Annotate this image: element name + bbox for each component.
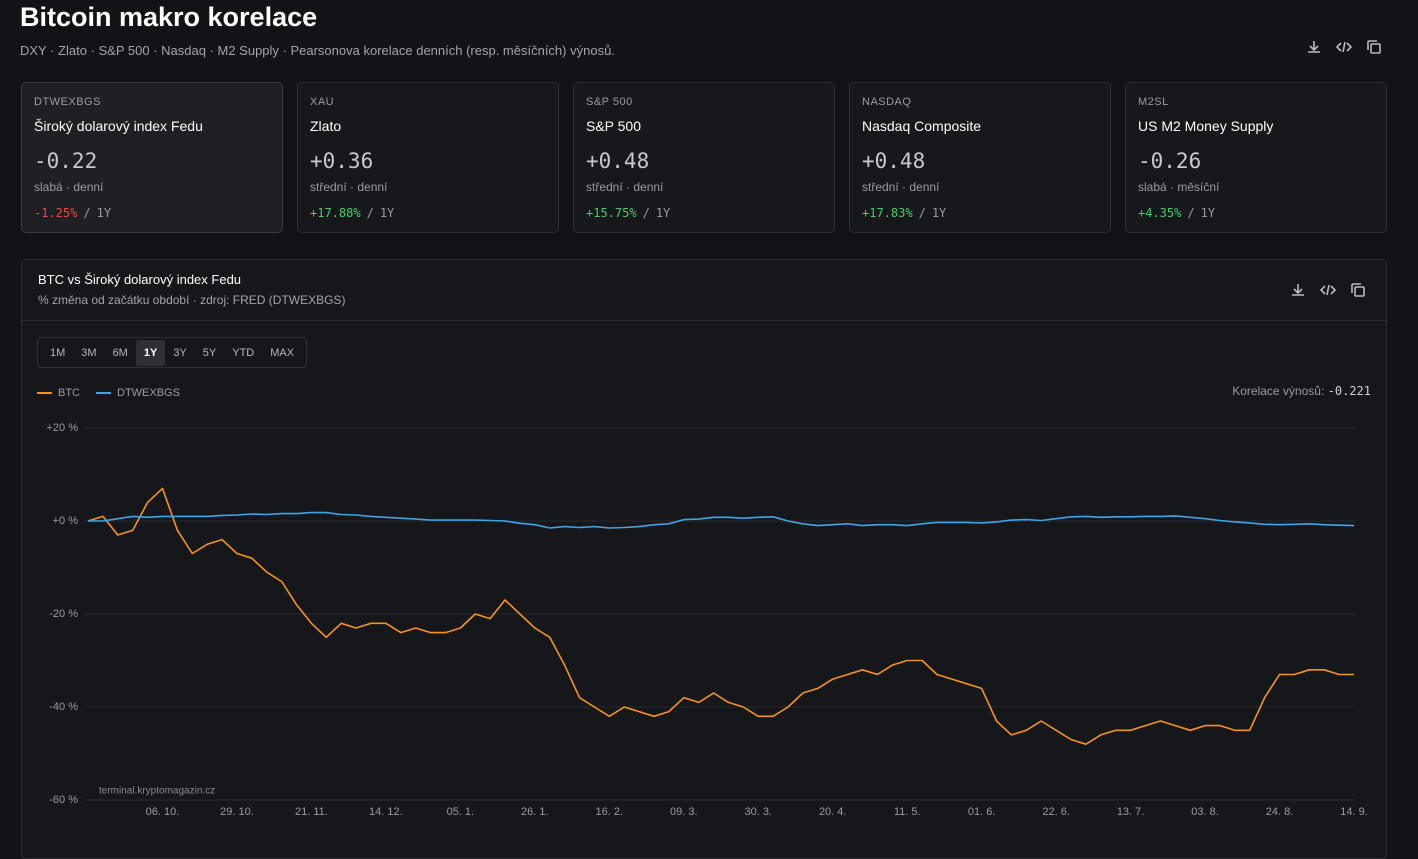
range-button[interactable]: YTD xyxy=(232,346,255,359)
card-change: +17.83% xyxy=(862,206,913,220)
card-name: Široký dolarový index Fedu xyxy=(34,118,203,134)
card-change-row: +15.75% / 1Y xyxy=(586,206,670,220)
card-strength: slabá · denní xyxy=(34,180,104,194)
correlation: Korelace výnosů: -0.221 xyxy=(1232,384,1371,398)
separator: / xyxy=(1187,206,1195,220)
correlation-value: -0.221 xyxy=(1327,384,1371,398)
indicator-card[interactable]: XAU Zlato +0.36 střední · denní +17.88% / 1Y xyxy=(297,82,559,233)
range-button[interactable]: 6M xyxy=(112,346,128,359)
card-value: -0.22 xyxy=(34,149,98,173)
page-title: Bitcoin makro korelace xyxy=(20,2,318,32)
card-change-row: +17.83% / 1Y xyxy=(862,206,946,220)
card-name: Zlato xyxy=(310,118,342,134)
embed-icon[interactable] xyxy=(1335,38,1353,56)
card-name: S&P 500 xyxy=(586,118,642,134)
card-value: +0.48 xyxy=(862,149,926,173)
card-strength: střední · denní xyxy=(586,180,664,194)
card-period: 1Y xyxy=(379,206,395,220)
indicator-card[interactable]: M2SL US M2 Money Supply -0.26 slabá · měsíč… xyxy=(1125,82,1387,233)
card-value: -0.26 xyxy=(1138,149,1202,173)
card-name: Nasdaq Composite xyxy=(862,118,982,134)
separator: / xyxy=(366,206,374,220)
card-code: XAU xyxy=(310,96,335,108)
card-change: +17.88% xyxy=(310,206,361,220)
download-icon[interactable] xyxy=(1305,38,1323,56)
panel-header xyxy=(22,260,1386,321)
card-value: +0.48 xyxy=(586,149,650,173)
separator: / xyxy=(642,206,650,220)
card-code: S&P 500 xyxy=(586,96,633,108)
card-name: US M2 Money Supply xyxy=(1138,118,1274,134)
card-strength: slabá · měsíční xyxy=(1138,180,1220,194)
card-change: -1.25% xyxy=(34,206,78,220)
range-button[interactable]: 3Y xyxy=(173,346,187,359)
copy-icon[interactable] xyxy=(1365,38,1383,56)
card-period: 1Y xyxy=(931,206,947,220)
card-change-row: +17.88% / 1Y xyxy=(310,206,394,220)
separator: / xyxy=(83,206,91,220)
correlation-label: Korelace výnosů: xyxy=(1232,384,1325,398)
indicator-card[interactable]: DTWEXBGS Široký dolarový index Fedu -0.22 s… xyxy=(21,82,283,233)
card-change: +15.75% xyxy=(586,206,637,220)
card-code: DTWEXBGS xyxy=(34,96,101,108)
page-subtitle: DXY · Zlato · S&P 500 · Nasdaq · M2 Supp… xyxy=(20,43,615,58)
indicator-card[interactable]: S&P 500 S&P 500 +0.48 střední · denní +15.75… xyxy=(573,82,835,233)
card-change-row: +4.35% / 1Y xyxy=(1138,206,1215,220)
card-period: 1Y xyxy=(655,206,671,220)
range-button[interactable]: MAX xyxy=(270,346,295,359)
card-code: M2SL xyxy=(1138,96,1169,108)
panel-toolbar xyxy=(1289,281,1367,299)
separator: / xyxy=(918,206,926,220)
range-button[interactable]: 1Y xyxy=(135,339,166,366)
embed-icon[interactable] xyxy=(1319,281,1337,299)
download-icon[interactable] xyxy=(1289,281,1307,299)
card-code: NASDAQ xyxy=(862,96,912,108)
panel-title: BTC vs Široký dolarový index Fedu xyxy=(38,272,242,287)
range-button[interactable]: 3M xyxy=(81,346,97,359)
card-period: 1Y xyxy=(96,206,112,220)
range-button[interactable]: 5Y xyxy=(202,346,217,359)
copy-icon[interactable] xyxy=(1349,281,1367,299)
range-selector: 1M 3M 6M 1Y 3Y 5Y YTD MAX xyxy=(37,337,308,368)
card-value: +0.36 xyxy=(310,149,374,173)
card-change: +4.35% xyxy=(1138,206,1182,220)
range-button[interactable]: 1M xyxy=(50,346,66,359)
card-strength: střední · denní xyxy=(310,180,388,194)
indicator-card[interactable]: NASDAQ Nasdaq Composite +0.48 střední · den… xyxy=(849,82,1111,233)
toolbar xyxy=(1305,38,1383,56)
card-change-row: -1.25% / 1Y xyxy=(34,206,111,220)
card-period: 1Y xyxy=(1200,206,1216,220)
panel-subtitle: % změna od začátku období · zdroj: FRED … xyxy=(38,293,346,307)
card-strength: střední · denní xyxy=(862,180,940,194)
